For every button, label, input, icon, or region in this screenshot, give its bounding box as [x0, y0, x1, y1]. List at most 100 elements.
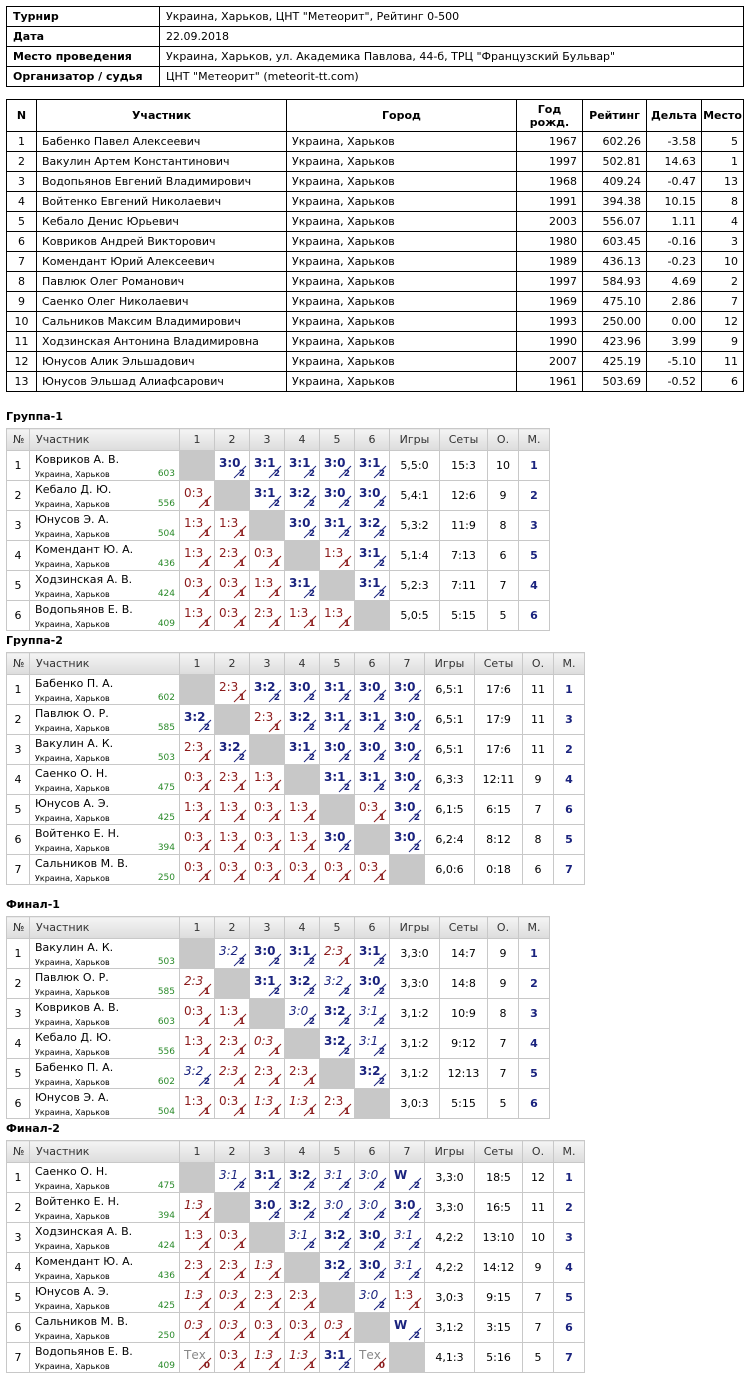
slash	[268, 983, 282, 997]
player-rating: 602	[157, 693, 175, 703]
slash	[338, 555, 352, 569]
row-number: 6	[6, 824, 30, 855]
slash-line	[373, 869, 387, 883]
result-cell: 3:2 2	[249, 674, 285, 705]
result: 3:1 2	[355, 765, 389, 794]
result-cell: 0:3 1	[284, 1312, 320, 1343]
slash	[233, 1013, 247, 1027]
score: 3:0	[359, 740, 381, 754]
slash-line	[338, 1177, 352, 1191]
slash-line	[373, 689, 387, 703]
score: 3:0	[359, 680, 381, 694]
player-row: 5 Ходзинская А. В. Украина, Харьков 424 0:3 1…	[6, 570, 550, 601]
cell: Войтенко Евгений Николаевич	[36, 191, 287, 212]
slash-line	[233, 1073, 247, 1087]
result-cell: 0:3 1	[179, 570, 215, 601]
cell: Украина, Харьков	[286, 351, 517, 372]
result-cell: 2:3 1	[319, 938, 355, 969]
column-header: Сеты	[474, 652, 523, 675]
score: 1:3	[184, 516, 204, 530]
player-rating: 585	[157, 723, 175, 733]
points: 1	[238, 559, 245, 569]
score: 0:3	[184, 830, 204, 844]
score: 1:3	[324, 606, 344, 620]
participant-row: 2 Вакулин Артем Константинович Украина, Ха…	[6, 151, 744, 172]
cell: 394.38	[582, 191, 647, 212]
result: 2:3 1	[250, 1059, 284, 1088]
points: 2	[273, 1211, 280, 1221]
result-cell: 1:3 1	[249, 1088, 285, 1119]
result: 3:2 2	[355, 1059, 389, 1088]
points: 1	[378, 813, 385, 823]
player-row: 4 Комендант Ю. А. Украина, Харьков 436 1:3 1 2…	[6, 540, 550, 571]
cell: Ковриков Андрей Викторович	[36, 231, 287, 252]
score: 3:1	[394, 1228, 414, 1242]
slash	[268, 953, 282, 967]
result: 2:3 1	[215, 675, 249, 704]
cell: Украина, Харьков	[286, 151, 517, 172]
score: 3:0	[359, 1228, 381, 1242]
slash-line	[408, 689, 422, 703]
score: 0:3	[184, 1318, 204, 1332]
points-total: 9	[487, 480, 519, 511]
result-cell: 3:1 2	[354, 570, 390, 601]
result: 2:3 1	[215, 765, 249, 794]
points: 2	[343, 1047, 350, 1057]
result: 3:0 2	[355, 675, 389, 704]
points: 2	[378, 1211, 385, 1221]
column-header: О.	[522, 652, 554, 675]
points: 1	[273, 1077, 280, 1087]
points-total: 10	[487, 450, 519, 481]
column-header: Место	[701, 99, 744, 132]
points: 1	[308, 1331, 315, 1341]
column-header: О.	[522, 1140, 554, 1163]
slash	[268, 809, 282, 823]
player-city: Украина, Харьков	[35, 1362, 110, 1371]
cell: Кебало Денис Юрьевич	[36, 211, 287, 232]
slash	[198, 809, 212, 823]
result: 3:1 2	[320, 675, 354, 704]
points-total: 7	[487, 570, 519, 601]
result-cell: 3:2 2	[319, 998, 355, 1029]
participant-row: 7 Комендант Юрий Алексеевич Украина, Харьк…	[6, 251, 744, 272]
points: 1	[203, 1241, 210, 1251]
diagonal-cell	[179, 450, 215, 481]
slash-line	[198, 1237, 212, 1251]
points: 2	[308, 1211, 315, 1221]
score: 0:3	[219, 1318, 239, 1332]
slash	[373, 1267, 387, 1281]
points: 2	[343, 469, 350, 479]
result-cell: 0:3 1	[179, 998, 215, 1029]
slash	[338, 615, 352, 629]
row-number: 5	[6, 570, 30, 601]
points: 1	[273, 1301, 280, 1311]
slash	[233, 1327, 247, 1341]
result-cell: 3:2 2	[214, 938, 250, 969]
result-cell: 3:2 2	[319, 1222, 355, 1253]
diagonal-cell	[389, 1342, 425, 1373]
cell: 5	[701, 131, 744, 152]
result: 1:3 1	[180, 1223, 214, 1252]
games: 5,4:1	[389, 480, 440, 511]
sets: 11:9	[439, 510, 488, 541]
slash	[198, 1013, 212, 1027]
result-cell: 3:0 2	[389, 1192, 425, 1223]
points: 1	[238, 783, 245, 793]
score: 3:2	[359, 1064, 381, 1078]
participant-row: 1 Бабенко Павел Алексеевич Украина, Харько…	[6, 131, 744, 152]
diagonal-cell	[284, 764, 320, 795]
player-row: 4 Саенко О. Н. Украина, Харьков 475 0:3 1 2:3 1…	[6, 764, 585, 795]
sets: 12:6	[439, 480, 488, 511]
place: 4	[518, 570, 550, 601]
slash	[373, 983, 387, 997]
slash	[233, 1073, 247, 1087]
points: 2	[413, 843, 420, 853]
group-table: № Участник 1 2 3 4 5 6 Игры Сеты О. М. 1 Вакулин А. К…	[6, 916, 550, 1119]
sets: 5:15	[439, 1088, 488, 1119]
result-cell: 0:3 1	[179, 824, 215, 855]
slash-line	[373, 719, 387, 733]
player: Юнусов Э. А. Украина, Харьков 504	[30, 1089, 179, 1118]
player-city: Украина, Харьков	[35, 560, 110, 569]
sets: 14:12	[474, 1252, 523, 1283]
